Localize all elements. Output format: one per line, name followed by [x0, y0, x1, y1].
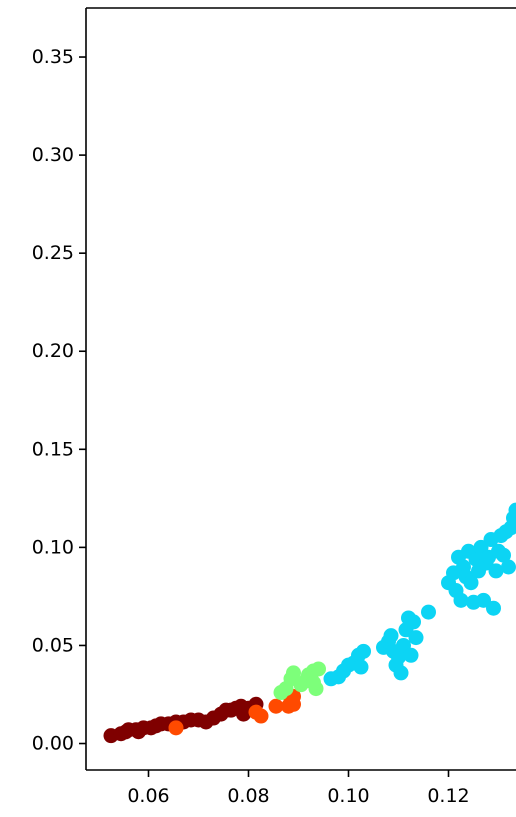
x-tick-label: 0.06: [127, 785, 169, 807]
y-tick-label: 0.10: [32, 536, 74, 558]
data-point: [354, 660, 369, 675]
data-point: [169, 720, 184, 735]
y-tick-label: 0.15: [32, 438, 74, 460]
data-point: [406, 614, 421, 629]
data-point: [394, 665, 409, 680]
data-point: [404, 648, 419, 663]
x-tick-label: 0.10: [327, 785, 369, 807]
y-tick-label: 0.20: [32, 340, 74, 362]
y-tick-label: 0.30: [32, 144, 74, 166]
y-tick-label: 0.05: [32, 634, 74, 656]
data-point: [486, 601, 501, 616]
data-point: [409, 630, 424, 645]
data-point: [421, 605, 436, 620]
data-point: [249, 705, 264, 720]
y-tick-label: 0.25: [32, 242, 74, 264]
data-point: [306, 675, 321, 690]
y-tick-label: 0.00: [32, 733, 74, 755]
y-tick-label: 0.35: [32, 46, 74, 68]
data-point: [501, 560, 516, 575]
data-point: [311, 661, 326, 676]
data-point: [384, 628, 399, 643]
x-tick-label: 0.12: [427, 785, 469, 807]
data-point: [454, 593, 469, 608]
x-tick-label: 0.08: [227, 785, 269, 807]
data-point: [356, 644, 371, 659]
